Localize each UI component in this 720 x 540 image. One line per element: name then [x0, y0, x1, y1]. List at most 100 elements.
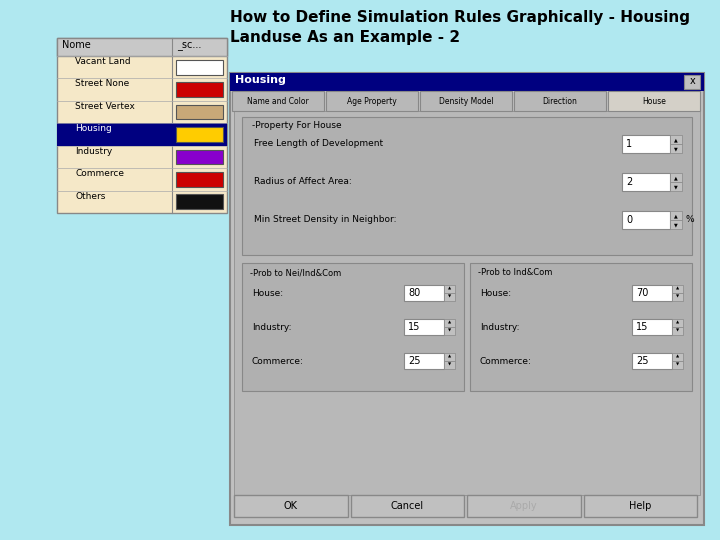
Text: Housing: Housing — [75, 124, 112, 133]
Text: Nome: Nome — [62, 40, 91, 50]
Text: Apply: Apply — [510, 501, 538, 511]
Bar — [670, 211, 682, 220]
Text: Min Street Density in Neighbor:: Min Street Density in Neighbor: — [254, 214, 397, 224]
Bar — [351, 495, 464, 517]
Text: 15: 15 — [636, 322, 649, 332]
Bar — [176, 172, 223, 187]
Bar — [622, 173, 670, 191]
Text: x: x — [690, 76, 696, 86]
Bar — [176, 83, 223, 97]
Text: Others: Others — [75, 192, 105, 200]
Bar — [684, 75, 700, 89]
Bar — [467, 495, 580, 517]
Text: ▼: ▼ — [674, 184, 678, 189]
Text: Radius of Affect Area:: Radius of Affect Area: — [254, 177, 352, 186]
Bar — [57, 38, 227, 213]
Text: Street None: Street None — [75, 79, 130, 89]
Bar — [234, 111, 700, 495]
Text: -Prob to Ind&Com: -Prob to Ind&Com — [478, 268, 552, 277]
Bar — [632, 319, 672, 335]
Text: ▼: ▼ — [676, 363, 679, 367]
Text: Industry: Industry — [75, 147, 112, 156]
Text: Help: Help — [629, 501, 652, 511]
Bar — [632, 353, 672, 369]
Bar — [326, 91, 418, 111]
Bar — [672, 285, 683, 293]
Bar — [608, 91, 700, 111]
Text: 70: 70 — [636, 288, 649, 298]
Text: 25: 25 — [408, 356, 420, 366]
Text: Commerce: Commerce — [75, 169, 124, 178]
Text: 80: 80 — [408, 288, 420, 298]
Bar — [670, 135, 682, 144]
Text: ▲: ▲ — [674, 137, 678, 142]
Bar — [444, 327, 455, 335]
Bar — [444, 293, 455, 301]
Text: House:: House: — [252, 289, 283, 299]
Text: ▼: ▼ — [448, 295, 451, 299]
Text: Commerce:: Commerce: — [480, 357, 532, 367]
Text: Cancel: Cancel — [391, 501, 424, 511]
Text: 0: 0 — [626, 215, 632, 225]
Bar — [670, 182, 682, 191]
Text: How to Define Simulation Rules Graphically - Housing: How to Define Simulation Rules Graphical… — [230, 10, 690, 25]
Bar — [404, 285, 444, 301]
Text: ▼: ▼ — [676, 329, 679, 333]
Text: ▲: ▲ — [676, 287, 679, 291]
Text: Density Model: Density Model — [438, 97, 493, 105]
Text: ▲: ▲ — [448, 321, 451, 325]
Bar — [622, 211, 670, 229]
Text: ▼: ▼ — [676, 295, 679, 299]
Bar — [232, 91, 324, 111]
Bar — [444, 353, 455, 361]
Text: Housing: Housing — [235, 75, 286, 85]
Text: _sc...: _sc... — [177, 40, 202, 50]
Text: House: House — [642, 97, 666, 105]
Text: ▼: ▼ — [674, 146, 678, 151]
Bar — [670, 173, 682, 182]
Text: ▲: ▲ — [674, 213, 678, 218]
Bar — [672, 353, 683, 361]
Bar — [670, 220, 682, 229]
Bar — [444, 285, 455, 293]
Text: Age Property: Age Property — [347, 97, 397, 105]
Bar — [470, 263, 692, 391]
Bar — [670, 144, 682, 153]
Text: Direction: Direction — [543, 97, 577, 105]
Text: Commerce:: Commerce: — [252, 357, 304, 367]
Bar — [632, 285, 672, 301]
Bar — [672, 361, 683, 369]
Bar — [230, 73, 704, 91]
Text: 15: 15 — [408, 322, 420, 332]
Bar — [176, 60, 223, 75]
Bar — [57, 38, 227, 56]
Text: ▼: ▼ — [448, 363, 451, 367]
Bar — [57, 123, 227, 146]
Bar — [404, 319, 444, 335]
Text: Industry:: Industry: — [480, 323, 520, 333]
Bar — [583, 495, 697, 517]
Text: Name and Color: Name and Color — [247, 97, 309, 105]
Text: Street Vertex: Street Vertex — [75, 102, 135, 111]
Bar — [176, 127, 223, 142]
Text: ▲: ▲ — [448, 287, 451, 291]
Text: OK: OK — [284, 501, 298, 511]
Text: ▲: ▲ — [448, 355, 451, 359]
Bar — [444, 361, 455, 369]
Bar — [242, 263, 464, 391]
Text: Industry:: Industry: — [252, 323, 292, 333]
Bar — [514, 91, 606, 111]
Text: 25: 25 — [636, 356, 649, 366]
Bar — [672, 327, 683, 335]
Text: 2: 2 — [626, 177, 632, 187]
Text: %: % — [685, 215, 693, 225]
Bar — [230, 73, 704, 525]
Text: Free Length of Development: Free Length of Development — [254, 138, 383, 147]
Text: -Prob to Nei/Ind&Com: -Prob to Nei/Ind&Com — [250, 268, 341, 277]
Text: House:: House: — [480, 289, 511, 299]
Text: ▲: ▲ — [676, 355, 679, 359]
Text: -Property For House: -Property For House — [252, 121, 341, 130]
Text: ▼: ▼ — [674, 222, 678, 227]
Bar — [622, 135, 670, 153]
Text: Landuse As an Example - 2: Landuse As an Example - 2 — [230, 30, 460, 45]
